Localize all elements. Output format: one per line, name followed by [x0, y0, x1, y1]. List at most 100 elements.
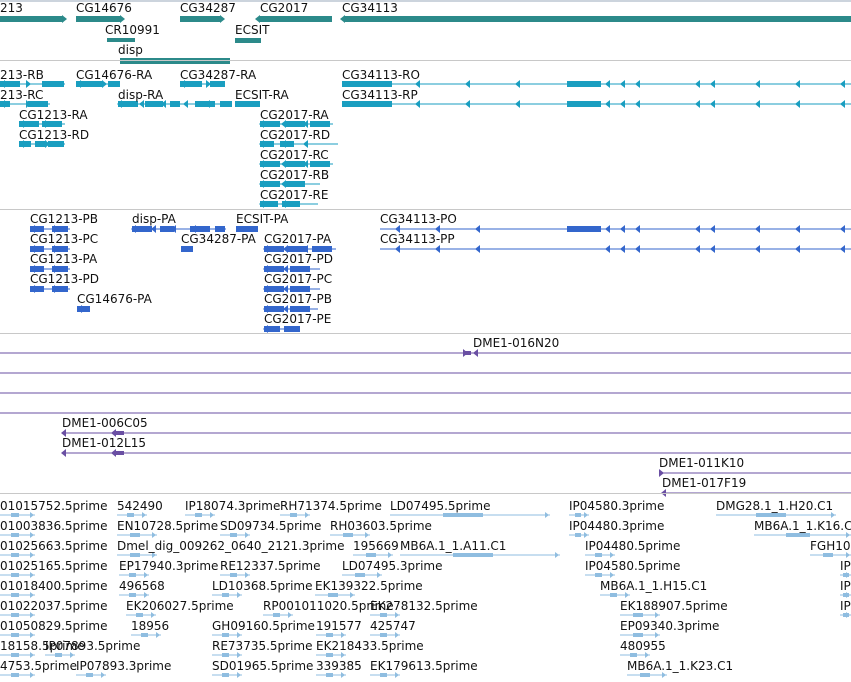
gene-label[interactable]: disp [118, 43, 143, 57]
est-label[interactable]: 01050829.5prime [0, 619, 108, 633]
transcript-label[interactable]: CG34287-RA [180, 68, 257, 82]
protein-label[interactable]: disp-PA [132, 212, 176, 226]
transcript-label[interactable]: CG2017-RA [260, 108, 329, 122]
est-label[interactable]: EP17940.3prime [119, 559, 219, 573]
protein-label[interactable]: CG14676-PA [77, 292, 152, 306]
est-label[interactable]: EK139322.5prime [315, 579, 423, 593]
protein-label[interactable]: CG2017-PB [264, 292, 333, 306]
est-label[interactable]: RH03603.5prime [330, 519, 432, 533]
est-label[interactable]: MB6A.1_1.H15.C1 [600, 579, 708, 593]
protein-label[interactable]: CG34113-PO [380, 212, 457, 226]
est-label[interactable]: 195669 [353, 539, 399, 553]
est-label[interactable]: EK206027.5prime [126, 599, 234, 613]
est-label[interactable]: 4753.5prime [0, 659, 77, 673]
est-label[interactable]: 542490 [117, 499, 163, 513]
transcript-label[interactable]: CG14676-RA [76, 68, 153, 82]
est-label[interactable]: 339385 [316, 659, 362, 673]
est-label[interactable]: EP09340.3prime [620, 619, 720, 633]
clone-label[interactable]: DME1-006C05 [62, 416, 148, 430]
protein-label[interactable]: CG1213-PC [30, 232, 99, 246]
est-label[interactable]: IP07893.5prime [45, 639, 141, 653]
est-label[interactable]: FGH10 [810, 539, 851, 553]
feature-exon [55, 653, 62, 657]
est-label[interactable]: EK179613.5prime [370, 659, 478, 673]
est-label[interactable]: IP [840, 599, 851, 613]
est-label[interactable]: RE12337.5prime [220, 559, 321, 573]
est-label[interactable]: EK188907.5prime [620, 599, 728, 613]
est-label[interactable]: IP04480.3prime [569, 519, 665, 533]
transcript-label[interactable]: CG34113-RP [342, 88, 418, 102]
est-label[interactable]: 480955 [620, 639, 666, 653]
gene-label[interactable]: 213 [0, 1, 23, 15]
clone-label[interactable]: DME1-012L15 [62, 436, 146, 450]
est-label[interactable]: LD07495.3prime [342, 559, 443, 573]
est-label[interactable]: Dmel_dig_009262_0640_2121.3prime [117, 539, 345, 553]
gene-label[interactable]: ECSIT [235, 23, 270, 37]
est-label[interactable]: MB6A.1_1.K16.C [754, 519, 851, 533]
est-label[interactable]: 18158.5prime [0, 639, 85, 653]
transcript-label[interactable]: ECSIT-RA [235, 88, 289, 102]
transcript-label[interactable]: CG34113-RO [342, 68, 420, 82]
transcript-label[interactable]: 213-RB [0, 68, 44, 82]
gene-label[interactable]: CG34113 [342, 1, 398, 15]
transcript-label[interactable]: CG1213-RD [19, 128, 90, 142]
gene-label[interactable]: CG2017 [260, 1, 309, 15]
est-label[interactable]: IP [840, 579, 851, 593]
est-label[interactable]: 01022037.5prime [0, 599, 108, 613]
protein-label[interactable]: ECSIT-PA [236, 212, 289, 226]
gene-label[interactable]: CR10991 [105, 23, 160, 37]
feature-exon [222, 633, 229, 637]
est-label[interactable]: 191577 [316, 619, 362, 633]
protein-label[interactable]: CG1213-PD [30, 272, 100, 286]
est-label[interactable]: MB6A.1_1.K23.C1 [627, 659, 734, 673]
protein-label[interactable]: CG2017-PE [264, 312, 332, 326]
est-label[interactable]: EK278132.5prime [370, 599, 478, 613]
protein-label[interactable]: CG34113-PP [380, 232, 455, 246]
est-label[interactable]: IP07893.3prime [76, 659, 172, 673]
est-label[interactable]: 01003836.5prime [0, 519, 108, 533]
est-label[interactable]: LD10368.5prime [212, 579, 313, 593]
transcript-label[interactable]: CG2017-RB [260, 168, 330, 182]
protein-label[interactable]: CG1213-PB [30, 212, 99, 226]
est-label[interactable]: EK218433.5prime [316, 639, 424, 653]
protein-label[interactable]: CG2017-PD [264, 252, 334, 266]
gene-label[interactable]: CG14676 [76, 1, 132, 15]
clone-label[interactable]: DME1-016N20 [473, 336, 560, 350]
transcript-label[interactable]: CG2017-RD [260, 128, 331, 142]
clone-label[interactable]: DME1-011K10 [659, 456, 745, 470]
est-label[interactable]: LD07495.5prime [390, 499, 491, 513]
gene-label[interactable]: CG34287 [180, 1, 236, 15]
est-label[interactable]: IP04580.3prime [569, 499, 665, 513]
est-label[interactable]: SD01965.5prime [212, 659, 314, 673]
transcript-label[interactable]: disp-RA [118, 88, 164, 102]
est-label[interactable]: MB6A.1_1.A11.C1 [400, 539, 507, 553]
protein-label[interactable]: CG1213-PA [30, 252, 98, 266]
est-label[interactable]: RP001011020.5prime [263, 599, 394, 613]
est-label[interactable]: EN10728.5prime [117, 519, 219, 533]
est-label[interactable]: IP [840, 559, 851, 573]
est-label[interactable]: 01018400.5prime [0, 579, 108, 593]
est-label[interactable]: IP04480.5prime [585, 539, 681, 553]
est-label[interactable]: DMG28.1_1.H20.C1 [716, 499, 834, 513]
est-label[interactable]: SD09734.5prime [220, 519, 322, 533]
transcript-label[interactable]: 213-RC [0, 88, 44, 102]
transcript-label[interactable]: CG2017-RE [260, 188, 329, 202]
protein-label[interactable]: CG2017-PA [264, 232, 332, 246]
clone-label[interactable]: DME1-017F19 [662, 476, 747, 490]
protein-label[interactable]: CG34287-PA [181, 232, 256, 246]
est-label[interactable]: IP04580.5prime [585, 559, 681, 573]
est-label[interactable]: 01025663.5prime [0, 539, 108, 553]
est-label[interactable]: RE73735.5prime [212, 639, 313, 653]
est-label[interactable]: 496568 [119, 579, 165, 593]
est-label[interactable]: 01015752.5prime [0, 499, 108, 513]
est-label[interactable]: RH71374.5prime [280, 499, 382, 513]
est-label[interactable]: 18956 [131, 619, 170, 633]
est-label[interactable]: 01025165.5prime [0, 559, 108, 573]
transcript-label[interactable]: CG2017-RC [260, 148, 329, 162]
est-label[interactable]: 425747 [370, 619, 416, 633]
protein-label[interactable]: CG2017-PC [264, 272, 333, 286]
est-label[interactable]: IP18074.3prime [185, 499, 281, 513]
transcript-label[interactable]: CG1213-RA [19, 108, 88, 122]
est-label[interactable]: GH09160.5prime [212, 619, 315, 633]
